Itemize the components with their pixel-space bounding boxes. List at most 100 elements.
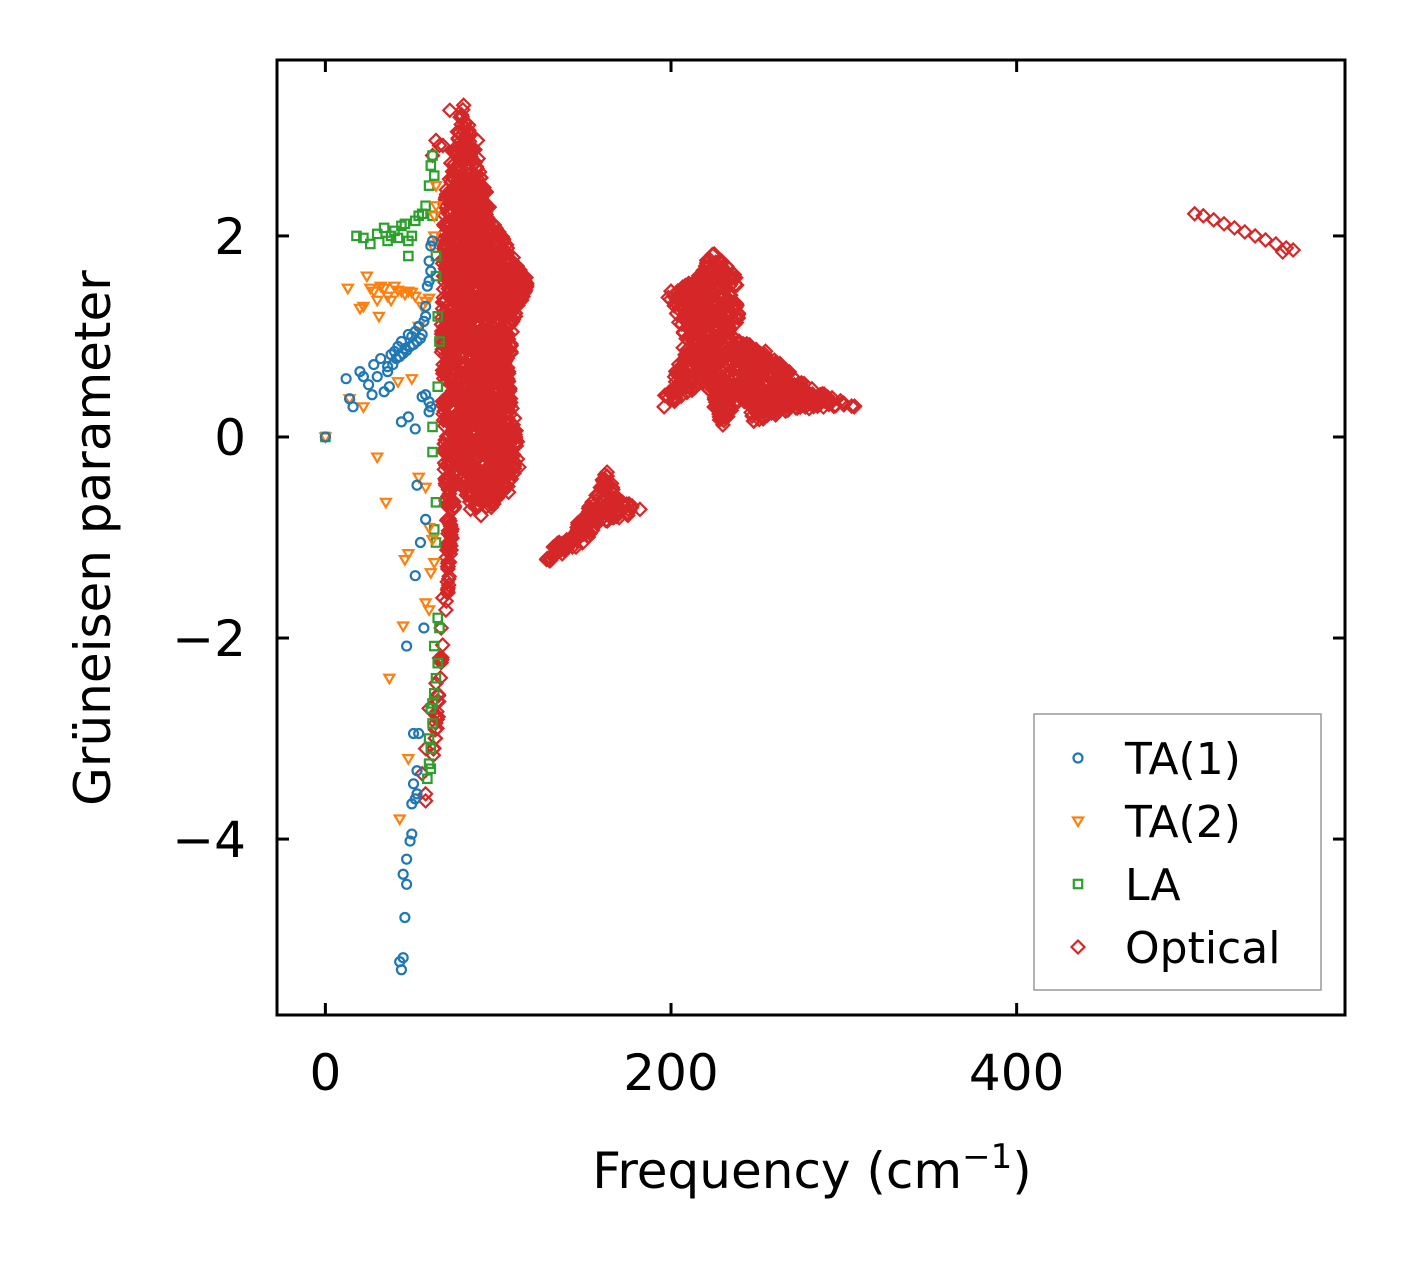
- data-point: [420, 310, 432, 322]
- data-point: [401, 853, 413, 865]
- data-point: [366, 389, 378, 401]
- data-point: [414, 536, 427, 549]
- optical-point: [808, 390, 825, 407]
- optical-point: [461, 486, 478, 503]
- optical-point: [541, 552, 558, 569]
- optical-point: [464, 449, 481, 466]
- optical-point: [819, 389, 836, 406]
- optical-point: [721, 277, 738, 295]
- optical-point: [722, 320, 739, 337]
- plot-frame: [275, 58, 1347, 1017]
- optical-point: [472, 437, 489, 454]
- optical-point: [715, 277, 732, 294]
- optical-point: [436, 461, 453, 478]
- optical-point: [502, 394, 519, 411]
- optical-point: [1186, 205, 1203, 222]
- data-point: [418, 622, 430, 634]
- optical-point: [483, 499, 500, 516]
- optical-point: [476, 216, 493, 233]
- data-point: [420, 513, 432, 526]
- x-axis-label-main: Frequency (cm: [592, 1142, 962, 1200]
- optical-point: [440, 558, 457, 575]
- optical-point: [472, 507, 489, 524]
- optical-point: [460, 428, 477, 445]
- optical-point: [754, 400, 771, 417]
- optical-point: [562, 529, 579, 546]
- y-tick-label: −2: [172, 610, 246, 668]
- data-point: [418, 598, 433, 611]
- optical-point: [469, 343, 486, 360]
- optical-point: [732, 353, 749, 370]
- optical-point: [725, 298, 742, 315]
- optical-point: [472, 340, 489, 357]
- legend-item: LA: [1072, 860, 1181, 911]
- optical-point: [485, 483, 502, 500]
- data-point: [422, 605, 437, 618]
- optical-point: [846, 398, 863, 415]
- data-point: [373, 281, 388, 294]
- optical-point: [462, 501, 479, 518]
- optical-point: [699, 258, 717, 275]
- legend-marker-square: [1072, 878, 1084, 890]
- optical-point: [438, 549, 455, 566]
- data-point: [434, 336, 445, 347]
- optical-point: [433, 619, 450, 637]
- optical-point: [451, 247, 468, 264]
- optical-point: [463, 196, 480, 213]
- data-point: [392, 814, 407, 827]
- optical-point: [706, 398, 723, 415]
- data-point: [395, 964, 408, 976]
- optical-point: [495, 307, 513, 324]
- optical-point: [441, 392, 458, 409]
- optical-point: [444, 495, 461, 512]
- optical-point: [455, 97, 472, 114]
- data-point: [401, 754, 416, 766]
- data-point: [396, 621, 411, 634]
- optical-point: [443, 450, 460, 467]
- data-point: [406, 828, 418, 840]
- optical-point: [483, 452, 500, 469]
- series-ta-1-: [319, 235, 439, 976]
- y-tick-label: 2: [214, 208, 246, 266]
- optical-point: [681, 320, 698, 337]
- data-point: [428, 688, 440, 699]
- data-point: [432, 381, 444, 393]
- optical-point: [722, 400, 739, 417]
- optical-point: [507, 426, 524, 443]
- optical-point: [567, 531, 584, 548]
- optical-point: [439, 560, 456, 578]
- optical-point: [496, 447, 513, 464]
- optical-point: [485, 253, 502, 271]
- optical-point: [724, 354, 741, 371]
- data-point: [426, 235, 439, 247]
- optical-point: [689, 363, 706, 380]
- optical-point: [431, 650, 448, 667]
- optical-point: [756, 408, 773, 425]
- optical-point: [417, 740, 434, 757]
- optical-point: [451, 405, 468, 422]
- data-point: [428, 170, 440, 181]
- data-point: [370, 452, 385, 465]
- optical-point: [538, 551, 555, 568]
- optical-point: [470, 182, 487, 199]
- data-point: [425, 265, 437, 277]
- data-point: [406, 230, 418, 242]
- optical-point: [434, 589, 451, 606]
- optical-point: [472, 169, 489, 187]
- optical-point: [718, 266, 735, 283]
- data-point: [423, 406, 435, 418]
- optical-point: [454, 442, 472, 459]
- data-point: [418, 482, 433, 495]
- optical-point: [703, 366, 720, 383]
- optical-point: [437, 199, 454, 216]
- data-point: [432, 311, 444, 322]
- optical-point: [448, 268, 465, 286]
- optical-point: [492, 322, 509, 339]
- data-point: [425, 160, 437, 171]
- data-point: [425, 743, 437, 754]
- optical-point: [444, 270, 461, 287]
- optical-point: [721, 384, 738, 401]
- data-point: [409, 423, 421, 435]
- optical-point: [631, 501, 648, 518]
